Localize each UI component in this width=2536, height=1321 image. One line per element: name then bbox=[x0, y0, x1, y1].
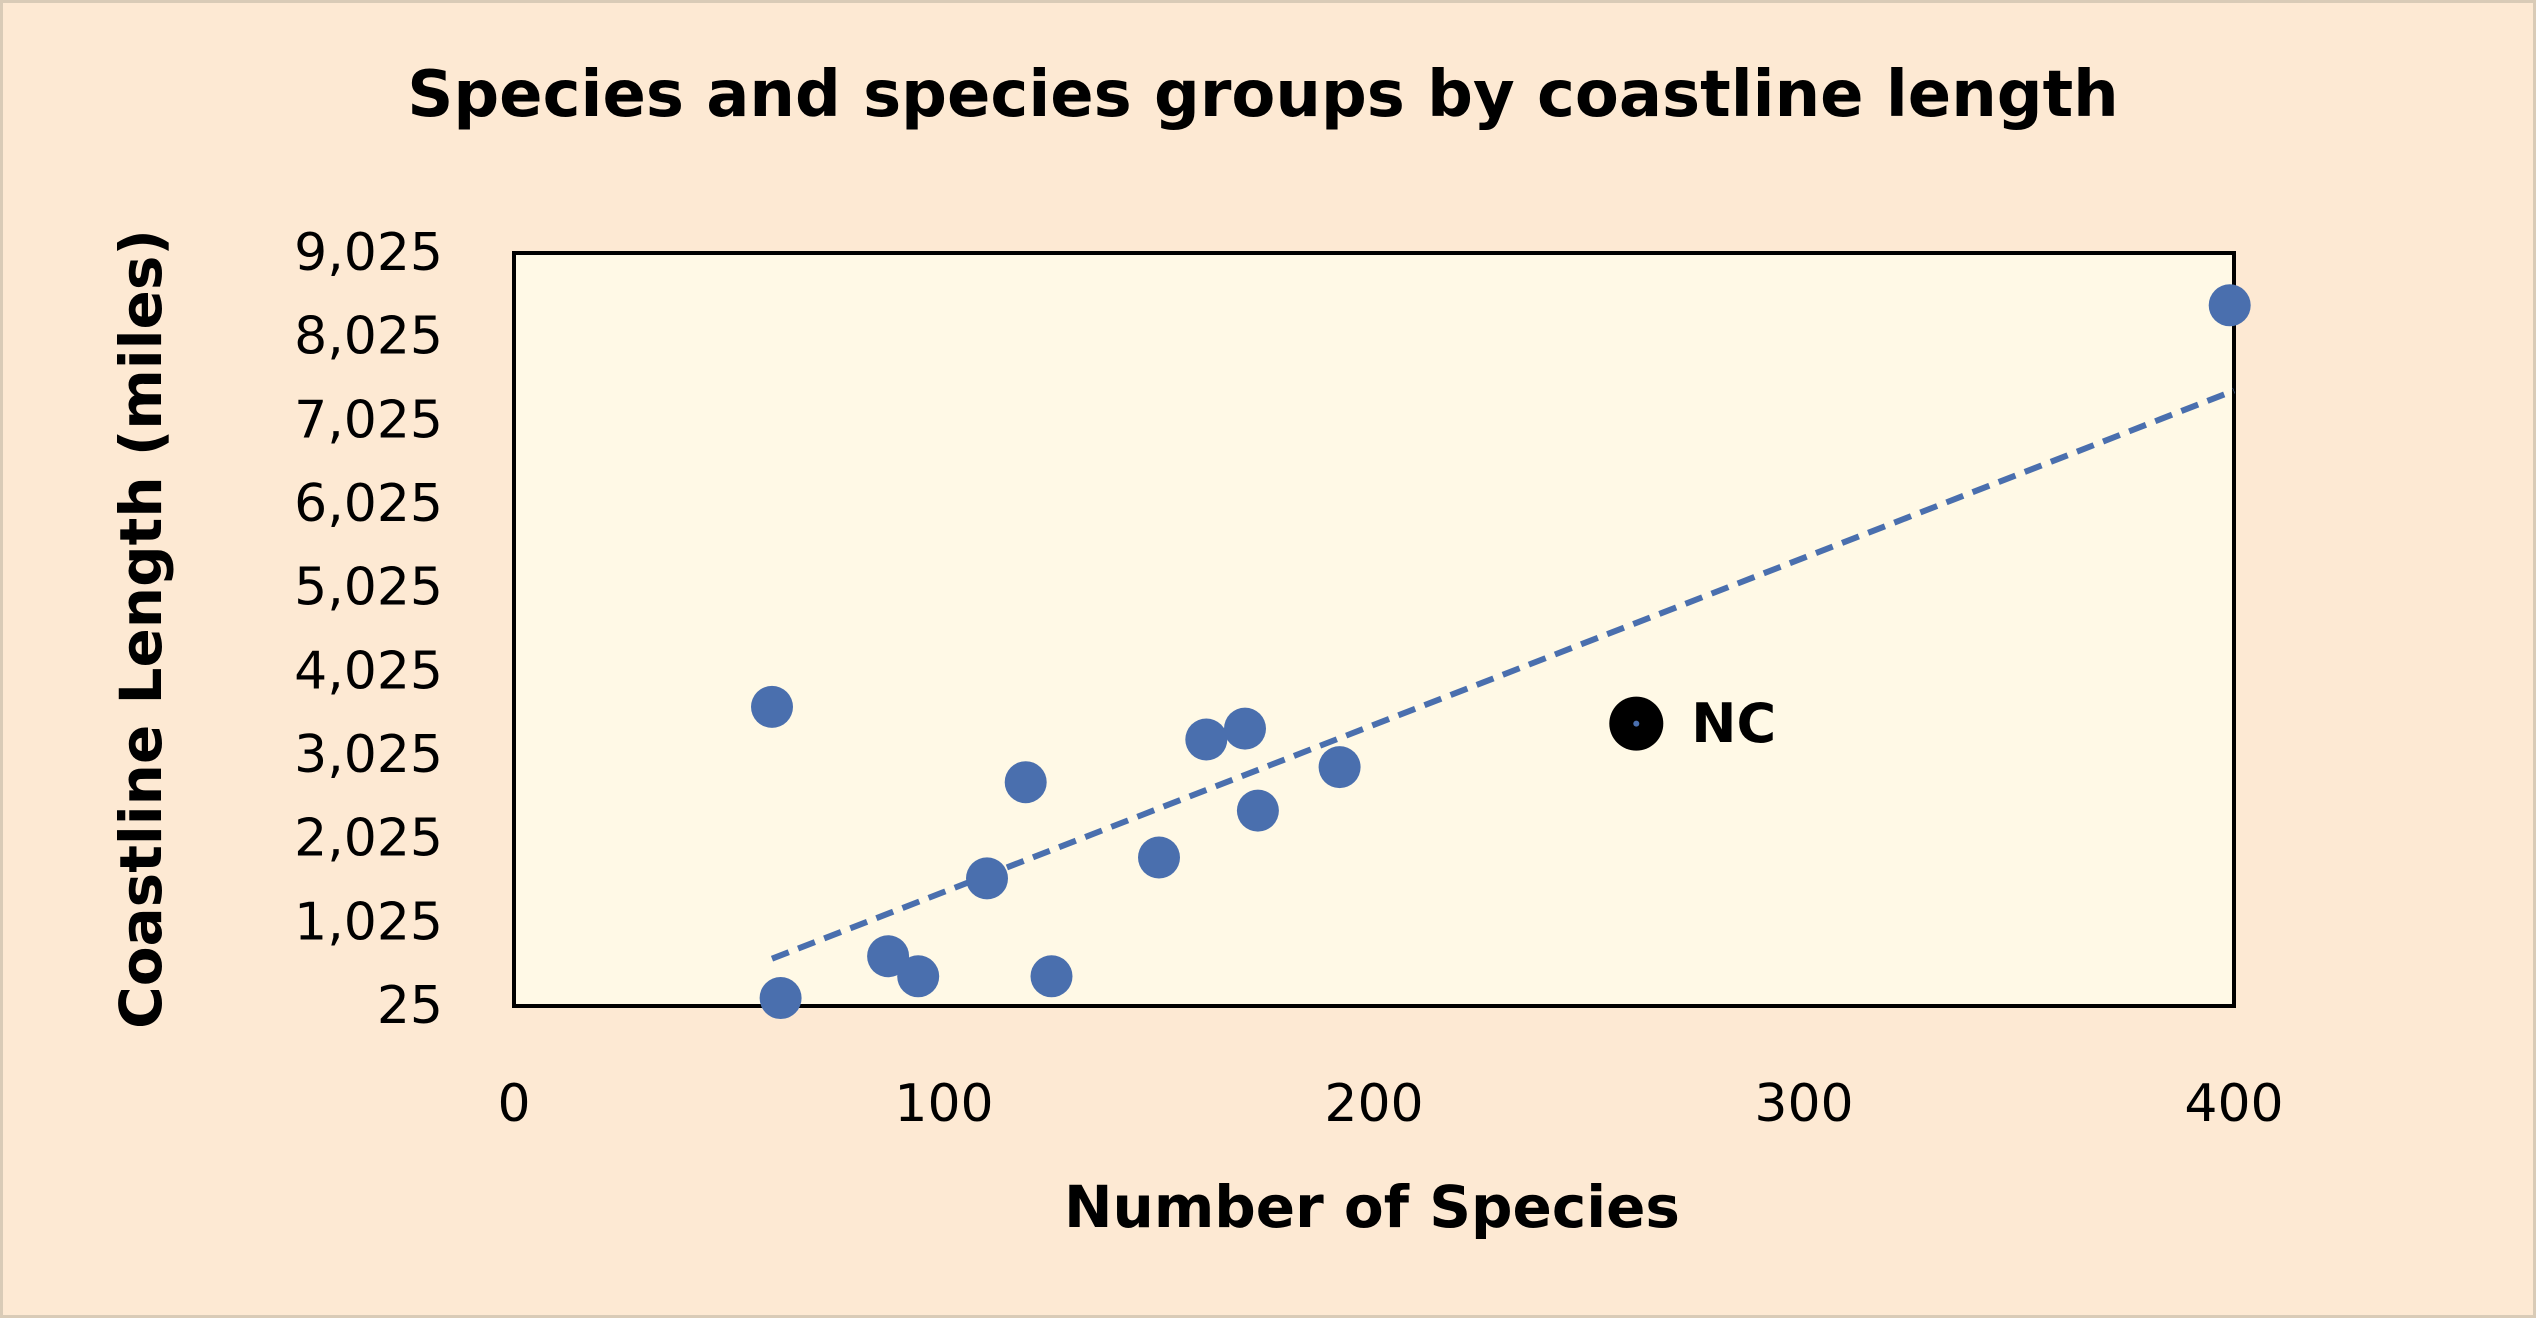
data-point bbox=[1224, 707, 1266, 750]
y-tick-label: 25 bbox=[377, 976, 443, 1036]
data-point bbox=[867, 935, 910, 978]
data-point bbox=[759, 977, 802, 1020]
y-tick-label: 7,025 bbox=[294, 390, 443, 450]
data-point bbox=[1030, 955, 1073, 998]
y-tick-label: 9,025 bbox=[294, 223, 443, 283]
x-tick-label: 200 bbox=[1324, 1074, 1423, 1134]
y-tick-label: 8,025 bbox=[294, 307, 443, 367]
highlight-label: NC bbox=[1691, 692, 1776, 755]
plot-area bbox=[512, 251, 2236, 1008]
y-tick-label: 2,025 bbox=[294, 809, 443, 869]
data-point bbox=[1004, 761, 1047, 804]
y-tick-label: 4,025 bbox=[294, 641, 443, 701]
data-point bbox=[966, 857, 1008, 900]
trendline bbox=[770, 387, 2236, 962]
data-point bbox=[2208, 284, 2251, 327]
data-point bbox=[1318, 746, 1361, 789]
y-tick-label: 3,025 bbox=[294, 725, 443, 785]
x-tick-label: 0 bbox=[497, 1074, 530, 1134]
trendline-layer bbox=[770, 387, 2236, 962]
x-tick-label: 100 bbox=[894, 1074, 993, 1134]
y-axis-label: Coastline Length (miles) bbox=[107, 229, 175, 1029]
highlight-layer: NC bbox=[1609, 692, 1776, 755]
x-axis-label: Number of Species bbox=[1064, 1173, 1680, 1241]
data-points bbox=[751, 284, 2251, 1020]
y-axis-ticks: 25 1,025 2,025 3,025 4,025 5,025 6,025 7,025 8,0… bbox=[294, 223, 443, 1036]
data-point bbox=[751, 685, 793, 728]
scatter-chart: Species and species groups by coastline … bbox=[107, 58, 2284, 1241]
y-tick-label: 6,025 bbox=[294, 474, 443, 534]
data-point bbox=[1236, 789, 1279, 832]
x-tick-label: 400 bbox=[2184, 1074, 2283, 1134]
data-point bbox=[1185, 718, 1228, 761]
data-point bbox=[897, 955, 940, 998]
x-tick-label: 300 bbox=[1754, 1074, 1853, 1134]
y-tick-label: 1,025 bbox=[294, 892, 443, 952]
data-point bbox=[1138, 836, 1180, 879]
highlight-point-center bbox=[1633, 720, 1640, 727]
chart-title: Species and species groups by coastline … bbox=[407, 58, 2118, 132]
x-axis-ticks: 0 100 200 300 400 bbox=[497, 1074, 2283, 1134]
y-tick-label: 5,025 bbox=[294, 558, 443, 618]
